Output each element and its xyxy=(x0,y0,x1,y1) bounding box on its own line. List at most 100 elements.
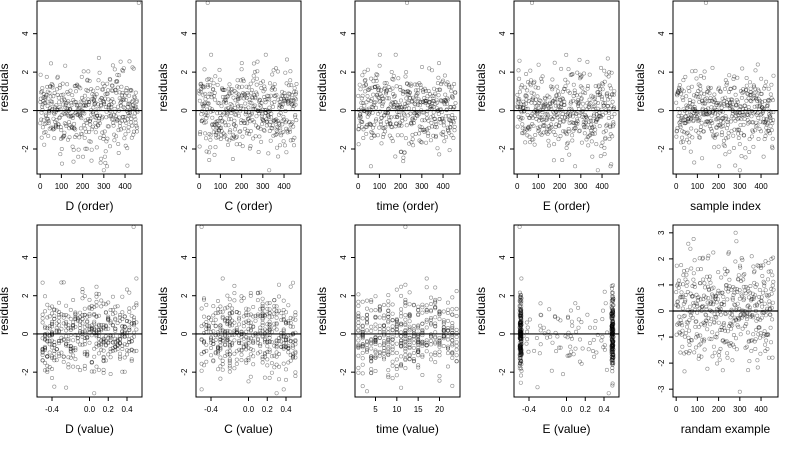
data-point xyxy=(702,69,707,74)
data-point xyxy=(527,115,532,120)
data-point xyxy=(48,99,53,104)
data-point xyxy=(418,82,423,87)
data-point xyxy=(58,152,63,157)
data-point xyxy=(682,121,687,126)
data-point xyxy=(113,114,118,119)
data-point xyxy=(727,277,732,282)
data-point xyxy=(687,89,692,94)
data-point xyxy=(237,322,242,327)
data-point xyxy=(600,81,605,86)
x-tick-label: 200 xyxy=(553,182,567,191)
data-point xyxy=(695,116,700,121)
data-point xyxy=(108,338,113,343)
data-point xyxy=(727,149,732,154)
data-point xyxy=(232,283,237,288)
data-point xyxy=(400,107,405,112)
data-point xyxy=(269,370,274,375)
data-point xyxy=(202,101,207,106)
x-tick-label: 0 xyxy=(674,182,679,191)
data-point xyxy=(444,107,449,112)
data-point xyxy=(262,128,267,133)
data-point xyxy=(218,364,223,369)
data-point xyxy=(360,384,365,389)
data-point xyxy=(609,103,614,108)
data-point xyxy=(407,302,412,307)
data-point xyxy=(244,131,249,136)
data-point xyxy=(446,128,451,133)
data-point xyxy=(255,351,260,356)
data-point xyxy=(610,134,615,139)
data-point xyxy=(685,119,690,124)
data-point xyxy=(84,129,89,134)
data-point xyxy=(378,98,383,103)
y-tick-label: 4 xyxy=(657,31,666,36)
data-point xyxy=(545,111,550,116)
data-point xyxy=(267,129,272,134)
data-point xyxy=(369,308,374,313)
data-point xyxy=(118,101,123,106)
data-point xyxy=(83,118,88,123)
data-point xyxy=(241,296,246,301)
data-point xyxy=(737,389,742,394)
data-point xyxy=(202,314,207,319)
data-point xyxy=(725,80,730,85)
data-point xyxy=(239,104,244,109)
data-point xyxy=(597,110,602,115)
data-point xyxy=(605,104,610,109)
data-point xyxy=(725,122,730,127)
data-point xyxy=(588,115,593,120)
data-point xyxy=(407,141,412,146)
data-point xyxy=(228,128,233,133)
data-point xyxy=(571,126,576,131)
data-point xyxy=(591,114,596,119)
data-point xyxy=(720,116,725,121)
data-point xyxy=(768,92,773,97)
data-point xyxy=(397,122,402,127)
data-point xyxy=(373,294,378,299)
data-point xyxy=(434,106,439,111)
data-point xyxy=(687,140,692,145)
data-point xyxy=(562,129,567,134)
data-point xyxy=(517,224,522,229)
data-point xyxy=(557,124,562,129)
data-point xyxy=(771,73,776,78)
data-point xyxy=(73,83,78,88)
data-point xyxy=(225,113,230,118)
data-point xyxy=(211,87,216,92)
data-points xyxy=(674,230,776,394)
data-point xyxy=(577,57,582,62)
data-point xyxy=(390,77,395,82)
data-point xyxy=(377,125,382,130)
data-point xyxy=(109,102,114,107)
data-point xyxy=(209,329,214,334)
y-tick-label: 2 xyxy=(21,293,30,298)
data-point xyxy=(267,97,272,102)
data-point xyxy=(423,99,428,104)
data-point xyxy=(199,83,204,88)
data-point xyxy=(678,350,683,355)
data-point xyxy=(255,92,260,97)
data-point xyxy=(239,67,244,72)
data-point xyxy=(264,119,269,124)
data-point xyxy=(402,104,407,109)
data-point xyxy=(223,133,228,138)
data-point xyxy=(416,112,421,117)
data-point xyxy=(106,124,111,129)
data-point xyxy=(207,106,212,111)
data-point xyxy=(764,125,769,130)
data-point xyxy=(226,86,231,91)
data-point xyxy=(680,328,685,333)
data-point xyxy=(62,133,67,138)
data-point xyxy=(373,100,378,105)
data-point xyxy=(387,122,392,127)
data-point xyxy=(380,101,385,106)
data-point xyxy=(72,99,77,104)
data-point xyxy=(559,101,564,106)
data-point xyxy=(678,125,683,130)
data-point xyxy=(276,282,281,287)
data-point xyxy=(422,98,427,103)
data-point xyxy=(96,123,101,128)
data-point xyxy=(408,81,413,86)
data-point xyxy=(429,68,434,73)
data-point xyxy=(85,99,90,104)
